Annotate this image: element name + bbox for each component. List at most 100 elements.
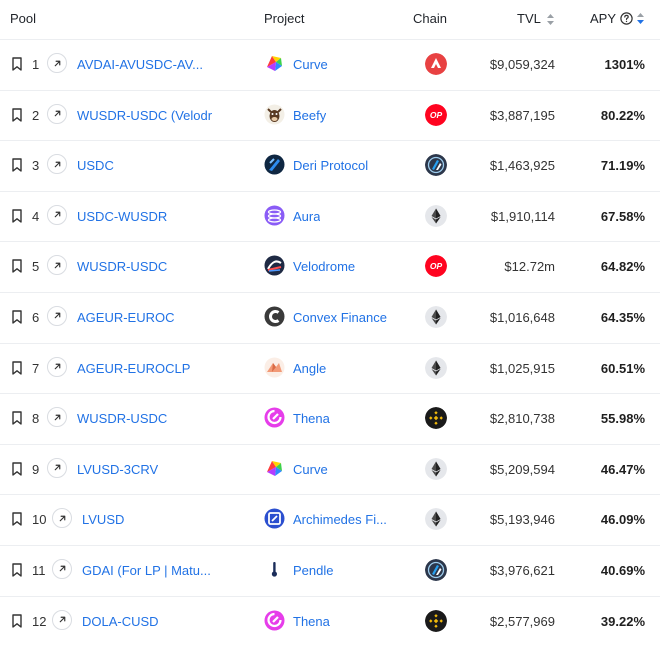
ethereum-icon: [425, 305, 447, 328]
bookmark-icon[interactable]: [11, 259, 23, 274]
sort-icon[interactable]: [637, 13, 644, 24]
table-row[interactable]: 6 AGEUR-EUROC Convex Finance $1,016,648 64.3…: [0, 293, 660, 344]
bookmark-icon[interactable]: [11, 158, 23, 172]
open-external-button[interactable]: [47, 255, 67, 276]
open-external-button[interactable]: [47, 305, 67, 326]
pool-link[interactable]: LVUSD-3CRV: [77, 461, 159, 477]
open-external-button[interactable]: [47, 53, 67, 73]
open-external-button[interactable]: [47, 356, 67, 377]
row-rank: 8: [32, 411, 40, 427]
arrow-up-right-icon: [58, 564, 67, 573]
table-row[interactable]: 11 GDAI (For LP | Matu... Pendle $3,976,621…: [0, 546, 660, 597]
project-link[interactable]: Thena: [293, 411, 330, 427]
convex-icon: [264, 306, 285, 327]
tvl-value: $3,887,195: [489, 107, 555, 123]
table-row[interactable]: 12 DOLA-CUSD Thena $2,577,969 39.22%: [0, 597, 660, 646]
column-header-chain: Chain: [413, 11, 447, 26]
row-rank: 6: [32, 309, 40, 325]
arbitrum-icon: [425, 154, 447, 177]
table-row[interactable]: 7 AGEUR-EUROCLP Angle $1,025,915 60.51%: [0, 344, 660, 395]
open-external-button[interactable]: [47, 154, 67, 175]
bsc-icon: [425, 407, 447, 430]
table-row[interactable]: 3 USDC Deri Protocol $1,463,925 71.19%: [0, 141, 660, 192]
bookmark-icon[interactable]: [11, 57, 23, 71]
arrow-up-right-icon: [53, 311, 62, 320]
bookmark-icon[interactable]: [11, 512, 23, 527]
row-rank: 2: [32, 107, 40, 123]
arrow-up-right-icon: [53, 59, 62, 68]
thena-icon: [264, 407, 285, 428]
row-rank: 4: [32, 208, 40, 224]
pool-link[interactable]: WUSDR-USDC: [77, 259, 168, 275]
project-link[interactable]: Deri Protocol: [293, 158, 369, 174]
open-external-button[interactable]: [52, 508, 72, 529]
deri-icon: [264, 154, 285, 175]
optimism-icon: OP: [425, 255, 447, 278]
bookmark-icon[interactable]: [11, 107, 23, 122]
arrow-up-right-icon: [58, 615, 67, 624]
table-header: Pool Project Chain TVL APY: [0, 0, 660, 40]
table-row[interactable]: 9 LVUSD-3CRV Curve $5,209,594 46.47%: [0, 445, 660, 496]
project-link[interactable]: Angle: [293, 360, 327, 376]
tvl-value: $12.72m: [504, 259, 555, 275]
open-external-button[interactable]: [47, 103, 67, 124]
column-header-apy[interactable]: APY: [590, 11, 644, 26]
beefy-icon: [264, 104, 285, 125]
ethereum-icon: [425, 457, 447, 480]
table-row[interactable]: 1 AVDAI-AVUSDC-AV... Curve $9,059,324 1301%: [0, 40, 660, 91]
pool-link[interactable]: WUSDR-USDC: [77, 411, 168, 427]
apy-value: 80.22%: [600, 107, 645, 123]
bookmark-icon[interactable]: [11, 462, 23, 476]
project-link[interactable]: Curve: [293, 461, 328, 477]
table-row[interactable]: 5 WUSDR-USDC Velodrome OP $12.72m 64.82%: [0, 242, 660, 293]
bookmark-icon[interactable]: [11, 310, 23, 324]
bookmark-icon[interactable]: [11, 360, 23, 375]
bookmark-icon[interactable]: [11, 411, 23, 425]
table-row[interactable]: 8 WUSDR-USDC Thena $2,810,738 55.98%: [0, 394, 660, 445]
open-external-button[interactable]: [47, 407, 67, 428]
apy-value: 67.58%: [600, 208, 645, 224]
velodrome-icon: [264, 255, 285, 276]
pool-link[interactable]: WUSDR-USDC (Velodr: [77, 107, 213, 123]
bookmark-icon[interactable]: [11, 563, 23, 577]
pool-link[interactable]: LVUSD: [82, 512, 125, 528]
help-circle-icon[interactable]: [620, 12, 633, 25]
apy-header-label: APY: [589, 11, 616, 26]
apy-value: 1301%: [604, 57, 645, 72]
table-row[interactable]: 2 WUSDR-USDC (Velodr Beefy OP $3,887,195 80.2…: [0, 91, 660, 142]
pool-link[interactable]: GDAI (For LP | Matu...: [82, 562, 211, 578]
pool-link[interactable]: AGEUR-EUROC: [77, 309, 175, 325]
curve-icon: [264, 53, 285, 74]
ethereum-icon: [425, 204, 447, 227]
arrow-up-right-icon: [58, 514, 67, 523]
pool-link[interactable]: AVDAI-AVUSDC-AV...: [77, 57, 203, 72]
project-link[interactable]: Beefy: [293, 107, 327, 123]
column-header-tvl[interactable]: TVL: [517, 11, 554, 26]
sort-icon[interactable]: [547, 14, 554, 26]
open-external-button[interactable]: [47, 204, 67, 225]
project-link[interactable]: Curve: [293, 57, 328, 72]
pool-link[interactable]: USDC: [77, 158, 114, 174]
row-rank: 10: [32, 512, 47, 528]
arrow-up-right-icon: [53, 362, 62, 371]
open-external-button[interactable]: [47, 457, 67, 478]
pool-link[interactable]: DOLA-CUSD: [82, 613, 159, 629]
table-body: 1 AVDAI-AVUSDC-AV... Curve $9,059,324 1301% 2…: [0, 40, 660, 646]
project-link[interactable]: Convex Finance: [293, 309, 387, 325]
project-link[interactable]: Thena: [293, 613, 330, 629]
open-external-button[interactable]: [52, 558, 72, 579]
bookmark-icon[interactable]: [11, 209, 23, 223]
project-link[interactable]: Aura: [293, 208, 321, 224]
table-row[interactable]: 4 USDC-WUSDR Aura $1,910,114 67.58%: [0, 192, 660, 243]
tvl-value: $1,025,915: [489, 360, 555, 376]
pool-link[interactable]: AGEUR-EUROCLP: [77, 360, 191, 376]
tvl-value: $5,209,594: [489, 461, 555, 477]
pool-link[interactable]: USDC-WUSDR: [77, 208, 168, 224]
table-row[interactable]: 10 LVUSD Archimedes Fi... $5,193,946 46.09%: [0, 495, 660, 546]
apy-value: 60.51%: [600, 360, 645, 376]
curve-icon: [264, 458, 285, 479]
project-link[interactable]: Velodrome: [293, 259, 356, 275]
project-link[interactable]: Archimedes Fi...: [293, 512, 387, 528]
bookmark-icon[interactable]: [11, 613, 23, 628]
project-link[interactable]: Pendle: [293, 562, 334, 578]
